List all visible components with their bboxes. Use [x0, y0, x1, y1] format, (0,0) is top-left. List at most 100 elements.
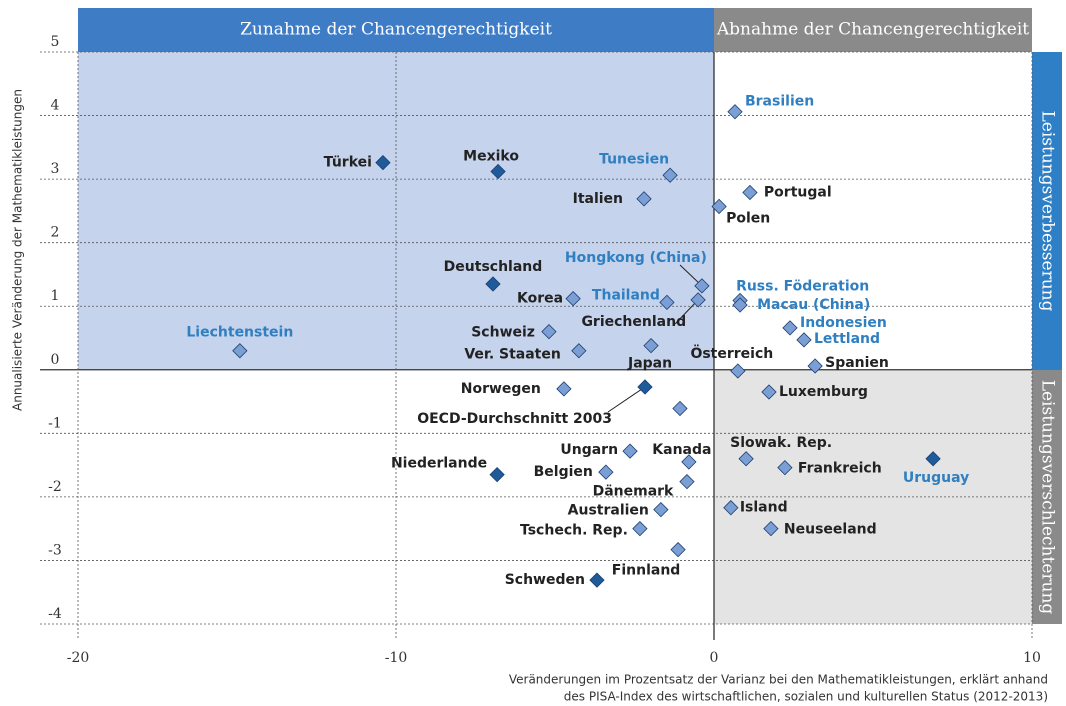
- point-label: Kanada: [652, 442, 711, 458]
- y-tick-label: -2: [48, 479, 62, 495]
- point-label: Belgien: [534, 464, 593, 480]
- point-label: Thailand: [592, 287, 660, 303]
- point: [690, 292, 706, 308]
- point-label: Deutschland: [444, 259, 543, 275]
- point: [763, 521, 779, 537]
- point-label: Neuseeland: [784, 522, 877, 538]
- point: [730, 363, 746, 379]
- x-tick-label: -10: [385, 650, 408, 666]
- point: [565, 290, 581, 307]
- x-tick-label: -20: [67, 650, 90, 666]
- point: [637, 379, 653, 395]
- y-tick-label: 2: [51, 225, 60, 241]
- point-label: Liechtenstein: [186, 325, 293, 341]
- point-label: Österreich: [690, 344, 773, 362]
- point-label: Hongkong (China): [565, 250, 707, 266]
- y-tick-label: -4: [48, 606, 62, 622]
- point: [632, 521, 648, 537]
- point-label: Polen: [726, 210, 770, 226]
- y-tick-label: -1: [48, 415, 62, 431]
- point-label: Korea: [517, 291, 563, 307]
- point: [643, 337, 659, 354]
- point: [796, 332, 812, 348]
- point: [681, 454, 697, 470]
- point: [727, 104, 743, 120]
- point: [232, 343, 248, 359]
- y-tick-label: 5: [51, 34, 60, 50]
- point: [782, 320, 798, 336]
- x-tick-label: 0: [710, 650, 719, 666]
- point-label: OECD-Durchschnitt 2003: [417, 411, 612, 427]
- point-label: Indonesien: [800, 315, 887, 331]
- point: [761, 384, 777, 400]
- point-label: Norwegen: [461, 381, 541, 397]
- point: [659, 294, 675, 311]
- header-right: Abnahme der Chancengerechtigkeit: [716, 20, 1029, 40]
- point-label: Island: [740, 500, 788, 516]
- point-label: Ver. Staaten: [464, 347, 561, 363]
- point-label: Australien: [568, 503, 649, 519]
- point-label: Portugal: [764, 184, 832, 200]
- leader-line: [674, 299, 699, 325]
- point-label: Griechenland: [581, 314, 686, 330]
- point: [925, 451, 941, 467]
- point-label: Slowak. Rep.: [730, 435, 832, 451]
- point: [807, 358, 823, 374]
- point-label: Tunesien: [599, 151, 669, 167]
- point: [777, 460, 793, 476]
- point-label: Finnland: [612, 563, 681, 579]
- point-label: Schweiz: [471, 325, 535, 341]
- header-right-bar: [714, 8, 1032, 52]
- point: [662, 167, 678, 183]
- point: [622, 443, 638, 459]
- point: [571, 343, 587, 359]
- point: [672, 400, 688, 417]
- point: [589, 572, 605, 588]
- point: [738, 451, 754, 467]
- side-top-bar: [1032, 52, 1062, 370]
- point: [636, 191, 652, 207]
- point-label: Türkei: [324, 155, 372, 171]
- point-label: Russ. Föderation: [736, 279, 869, 295]
- y-tick-label: 1: [51, 288, 60, 304]
- point-label: Tschech. Rep.: [520, 523, 628, 539]
- x-axis-label: des PISA-Index des wirtschaftlichen, soz…: [564, 690, 1048, 704]
- point: [694, 278, 710, 294]
- point-label: Schweden: [505, 572, 585, 588]
- point: [375, 154, 391, 171]
- header-left-bar: [78, 8, 714, 52]
- point-label: Dänemark: [593, 484, 674, 500]
- leader-line: [607, 386, 646, 413]
- y-tick-label: 3: [51, 161, 60, 177]
- point-label: Italien: [573, 191, 623, 207]
- point-label: Macau (China): [757, 297, 870, 313]
- x-axis-label: Veränderungen im Prozentsatz der Varianz…: [509, 673, 1048, 687]
- x-tick-label: 10: [1023, 650, 1041, 666]
- point-label: Niederlande: [391, 456, 487, 472]
- point: [541, 324, 557, 340]
- point: [679, 473, 695, 490]
- point: [490, 163, 506, 180]
- y-tick-label: 4: [51, 98, 60, 114]
- point: [485, 276, 501, 292]
- point: [711, 198, 727, 215]
- point-label: Uruguay: [903, 470, 969, 486]
- point: [489, 467, 505, 483]
- point: [732, 297, 748, 313]
- side-bottom-label: Leistungsverschlechterung: [1038, 380, 1058, 615]
- point-label: Luxemburg: [779, 384, 868, 400]
- point: [598, 464, 614, 480]
- point: [723, 500, 739, 516]
- side-bottom-bar: [1032, 370, 1062, 624]
- point-label: Japan: [627, 356, 672, 372]
- point-label: Brasilien: [745, 94, 814, 110]
- point: [653, 501, 669, 518]
- point: [742, 184, 758, 201]
- point-label: Ungarn: [560, 442, 618, 458]
- y-tick-label: -3: [48, 542, 62, 558]
- point-label: Spanien: [825, 355, 889, 371]
- point-label: Frankreich: [798, 461, 882, 477]
- y-tick-label: 0: [51, 352, 60, 368]
- point-label: Mexiko: [463, 148, 519, 164]
